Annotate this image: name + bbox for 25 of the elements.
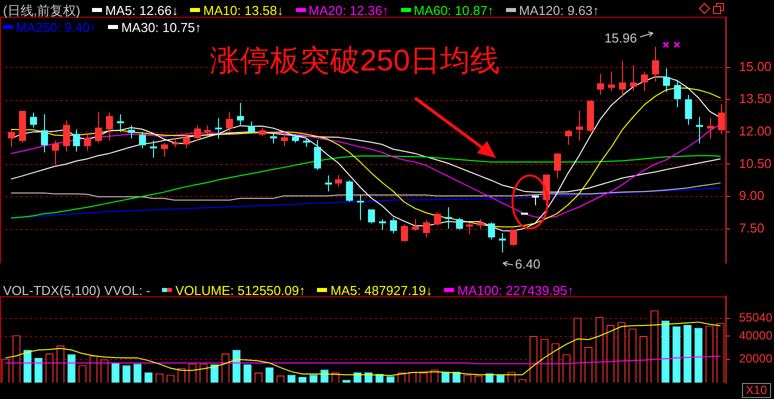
chart-title: VOL-TDX(5,100) VVOL: - — [3, 282, 150, 299]
annotation: 涨停板突破250日均线 — [210, 44, 500, 78]
y-axis-title: X10 — [742, 383, 771, 398]
legend-label: MA5: 487927.19↓ — [330, 283, 432, 298]
annotation: 6.40 — [515, 256, 540, 272]
legend-label: MA60: 10.87↑ — [414, 3, 494, 18]
chart-title: (日线,前复权) — [3, 2, 80, 19]
legend-label: MA10: 13.58↓ — [203, 3, 284, 18]
legend-label: MA30: 10.75↑ — [121, 20, 202, 35]
legend-label: MA250: 9.40↑ — [16, 20, 96, 35]
y-tick-label: 13.50 — [739, 91, 772, 106]
y-tick-label: 55040 — [739, 310, 773, 325]
y-tick-label: 15.00 — [739, 58, 772, 74]
y-tick-label: 20000 — [739, 352, 773, 366]
legend-label: VOLUME: 512550.09↑ — [175, 283, 306, 298]
y-tick-label: 40000 — [739, 328, 773, 342]
y-tick-label: 10.50 — [739, 156, 772, 171]
y-tick-label: 9.00 — [739, 188, 764, 204]
y-tick-label: 7.50 — [739, 220, 764, 236]
legend-label: MA20: 12.36↑ — [308, 3, 389, 18]
legend-label: MA100: 227439.95↑ — [457, 283, 574, 298]
legend-label: MA5: 12.66↓ — [105, 3, 178, 18]
legend-label: MA120: 9.63↑ — [518, 3, 600, 18]
y-tick-label: 12.00 — [739, 124, 772, 139]
annotation: 15.96 — [604, 30, 637, 46]
